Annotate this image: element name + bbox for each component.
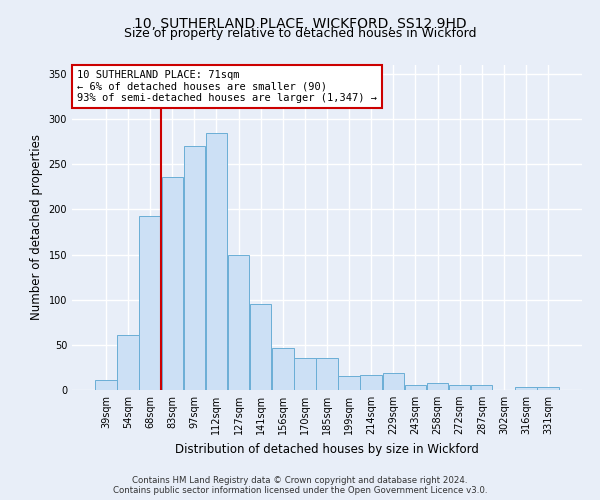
Bar	[272, 348, 293, 390]
X-axis label: Distribution of detached houses by size in Wickford: Distribution of detached houses by size …	[175, 442, 479, 456]
Bar	[250, 304, 271, 390]
Text: 10 SUTHERLAND PLACE: 71sqm
← 6% of detached houses are smaller (90)
93% of semi-: 10 SUTHERLAND PLACE: 71sqm ← 6% of detac…	[77, 70, 377, 103]
Bar	[427, 383, 448, 390]
Bar	[161, 177, 183, 390]
Text: 10, SUTHERLAND PLACE, WICKFORD, SS12 9HD: 10, SUTHERLAND PLACE, WICKFORD, SS12 9HD	[134, 18, 466, 32]
Bar	[139, 216, 161, 390]
Bar	[471, 384, 493, 390]
Y-axis label: Number of detached properties: Number of detached properties	[30, 134, 43, 320]
Bar	[316, 358, 338, 390]
Bar	[515, 388, 537, 390]
Text: Size of property relative to detached houses in Wickford: Size of property relative to detached ho…	[124, 28, 476, 40]
Bar	[338, 376, 360, 390]
Bar	[117, 335, 139, 390]
Bar	[361, 374, 382, 390]
Bar	[294, 358, 316, 390]
Bar	[228, 256, 249, 390]
Bar	[405, 386, 426, 390]
Bar	[206, 132, 227, 390]
Text: Contains HM Land Registry data © Crown copyright and database right 2024.
Contai: Contains HM Land Registry data © Crown c…	[113, 476, 487, 495]
Bar	[184, 146, 205, 390]
Bar	[95, 380, 116, 390]
Bar	[383, 373, 404, 390]
Bar	[538, 388, 559, 390]
Bar	[449, 386, 470, 390]
